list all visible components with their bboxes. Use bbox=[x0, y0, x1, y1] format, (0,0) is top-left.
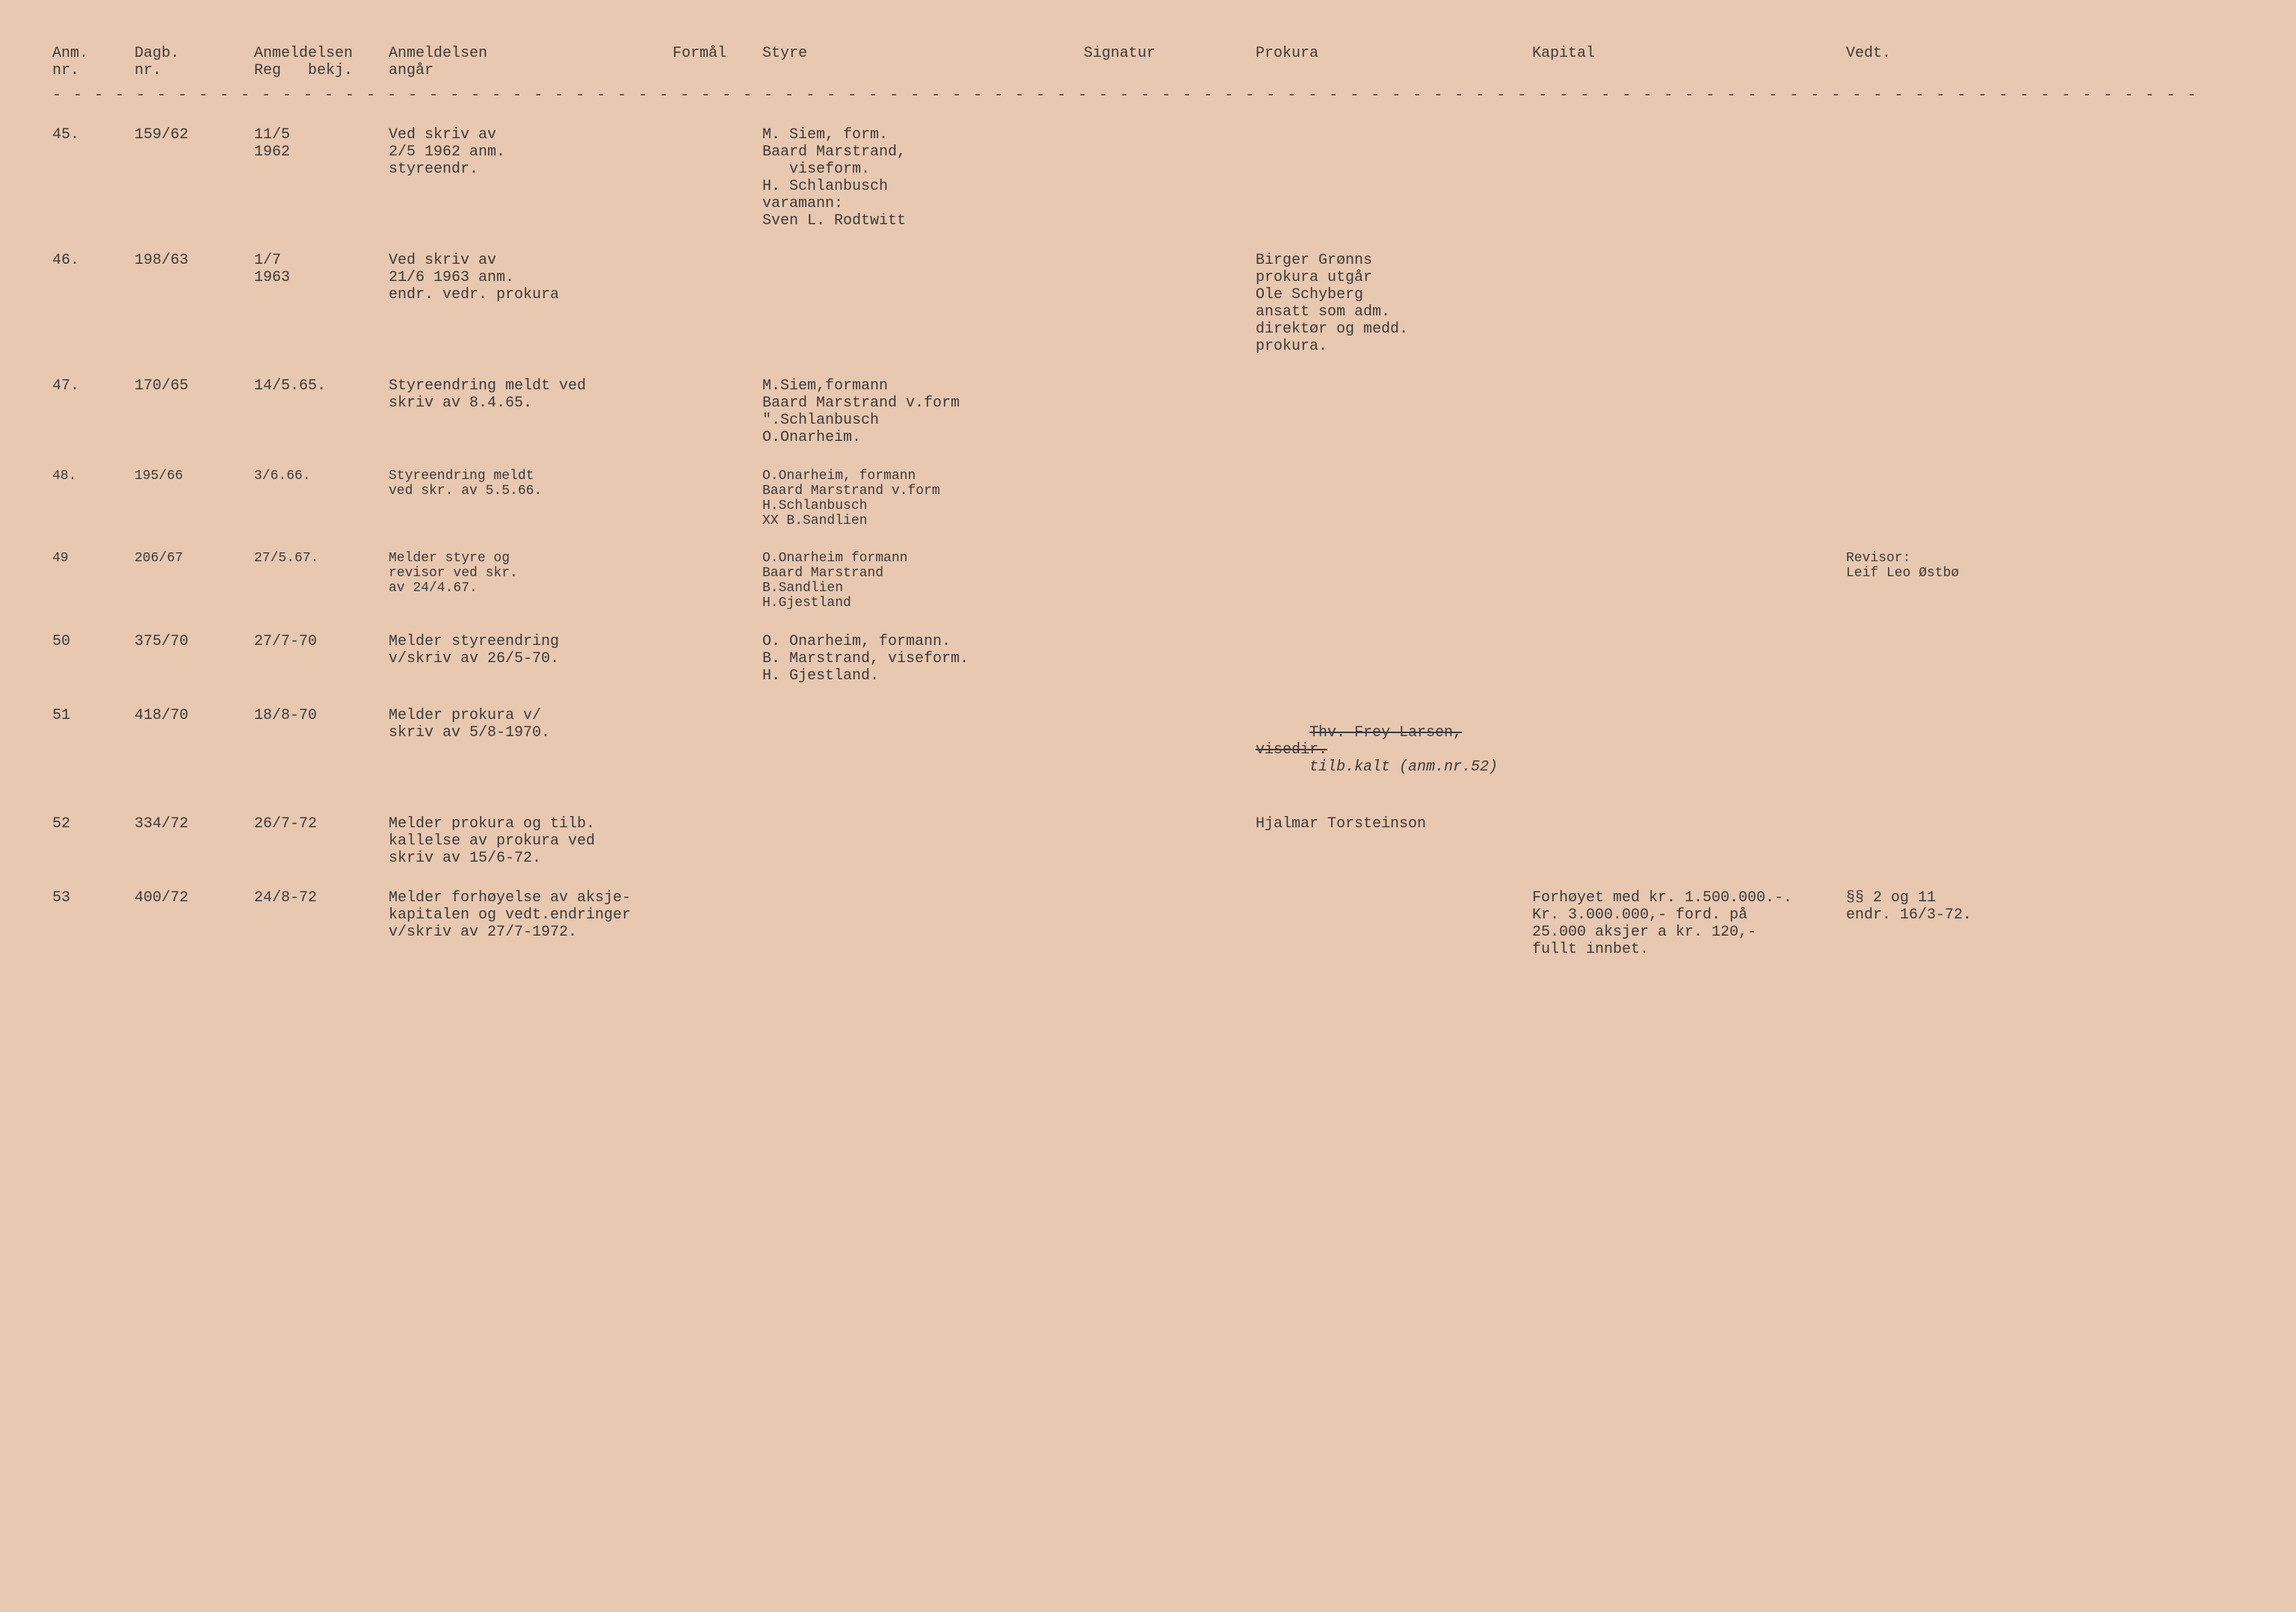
header-reg: Anmeldelsen Reg bekj. bbox=[254, 45, 389, 79]
cell-anm: 51 bbox=[52, 707, 135, 724]
cell-anm: 46. bbox=[52, 252, 135, 269]
cell-angar: Styreendring meldt ved skr. av 5.5.66. bbox=[389, 469, 673, 498]
header-angar: Anmeldelsen angår bbox=[389, 45, 673, 79]
cell-angar: Melder styreendring v/skriv av 26/5-70. bbox=[389, 633, 673, 667]
cell-anm: 49 bbox=[52, 551, 135, 566]
cell-vedt: Revisor: Leif Leo Østbø bbox=[1846, 551, 2055, 581]
cell-anm: 47. bbox=[52, 377, 135, 395]
cell-anm: 48. bbox=[52, 469, 135, 484]
cell-dagb: 195/66 bbox=[135, 469, 254, 484]
cell-reg: 3/6.66. bbox=[254, 469, 389, 484]
cell-reg: 26/7-72 bbox=[254, 815, 389, 833]
header-signatur: Signatur bbox=[1084, 45, 1256, 79]
table-row: 47. 170/65 14/5.65. Styreendring meldt v… bbox=[52, 377, 2251, 446]
cell-prokura: Birger Grønns prokura utgår Ole Schyberg… bbox=[1256, 252, 1532, 355]
cell-reg: 24/8-72 bbox=[254, 889, 389, 907]
cell-reg: 1/7 1963 bbox=[254, 252, 389, 286]
table-row: 49 206/67 27/5.67. Melder styre og revis… bbox=[52, 551, 2251, 611]
cell-styre: O.Onarheim, formann Baard Marstrand v.fo… bbox=[762, 469, 1084, 528]
table-row: 46. 198/63 1/7 1963 Ved skriv av 21/6 19… bbox=[52, 252, 2251, 355]
cell-styre: M.Siem,formann Baard Marstrand v.form ".… bbox=[762, 377, 1084, 446]
cell-angar: Ved skriv av 21/6 1963 anm. endr. vedr. … bbox=[389, 252, 673, 303]
handwritten-note: tilb.kalt (anm.nr.52) bbox=[1309, 759, 1498, 776]
cell-kapital: Forhøyet med kr. 1.500.000.-. Kr. 3.000.… bbox=[1532, 889, 1846, 958]
cell-dagb: 206/67 bbox=[135, 551, 254, 566]
cell-angar: Melder forhøyelse av aksje- kapitalen og… bbox=[389, 889, 673, 941]
header-dagb: Dagb. nr. bbox=[135, 45, 254, 79]
cell-reg: 18/8-70 bbox=[254, 707, 389, 724]
header-kapital: Kapital bbox=[1532, 45, 1846, 79]
cell-dagb: 418/70 bbox=[135, 707, 254, 724]
cell-prokura: Hjalmar Torsteinson bbox=[1256, 815, 1532, 833]
table-row: 45. 159/62 11/5 1962 Ved skriv av 2/5 19… bbox=[52, 126, 2251, 229]
cell-angar: Melder prokura v/ skriv av 5/8-1970. bbox=[389, 707, 673, 741]
cell-styre: M. Siem, form. Baard Marstrand, viseform… bbox=[762, 126, 1084, 229]
cell-anm: 53 bbox=[52, 889, 135, 907]
document-page: Anm. nr. Dagb. nr. Anmeldelsen Reg bekj.… bbox=[0, 0, 2296, 1010]
table-row: 52 334/72 26/7-72 Melder prokura og tilb… bbox=[52, 815, 2251, 867]
cell-dagb: 334/72 bbox=[135, 815, 254, 833]
table-header: Anm. nr. Dagb. nr. Anmeldelsen Reg bekj.… bbox=[52, 45, 2251, 79]
cell-reg: 14/5.65. bbox=[254, 377, 389, 395]
cell-anm: 50 bbox=[52, 633, 135, 650]
cell-prokura: Thv. Frey Larsen, visedir. tilb.kalt (an… bbox=[1256, 707, 1532, 793]
cell-angar: Melder prokura og tilb. kallelse av prok… bbox=[389, 815, 673, 867]
cell-angar: Ved skriv av 2/5 1962 anm. styreendr. bbox=[389, 126, 673, 178]
cell-styre: O. Onarheim, formann. B. Marstrand, vise… bbox=[762, 633, 1084, 685]
cell-dagb: 375/70 bbox=[135, 633, 254, 650]
cell-anm: 45. bbox=[52, 126, 135, 143]
header-vedt: Vedt. bbox=[1846, 45, 2055, 79]
cell-styre: O.Onarheim formann Baard Marstrand B.San… bbox=[762, 551, 1084, 611]
cell-reg: 27/7-70 bbox=[254, 633, 389, 650]
cell-angar: Styreendring meldt ved skriv av 8.4.65. bbox=[389, 377, 673, 412]
cell-reg: 11/5 1962 bbox=[254, 126, 389, 161]
cell-dagb: 159/62 bbox=[135, 126, 254, 143]
header-formal: Formål bbox=[673, 45, 762, 79]
cell-vedt: §§ 2 og 11 endr. 16/3-72. bbox=[1846, 889, 2055, 924]
cell-anm: 52 bbox=[52, 815, 135, 833]
cell-dagb: 400/72 bbox=[135, 889, 254, 907]
table-row: 53 400/72 24/8-72 Melder forhøyelse av a… bbox=[52, 889, 2251, 958]
header-styre: Styre bbox=[762, 45, 1084, 79]
cell-angar: Melder styre og revisor ved skr. av 24/4… bbox=[389, 551, 673, 596]
table-row: 48. 195/66 3/6.66. Styreendring meldt ve… bbox=[52, 469, 2251, 528]
header-anm: Anm. nr. bbox=[52, 45, 135, 79]
cell-reg: 27/5.67. bbox=[254, 551, 389, 566]
cell-dagb: 170/65 bbox=[135, 377, 254, 395]
table-row: 51 418/70 18/8-70 Melder prokura v/ skri… bbox=[52, 707, 2251, 793]
cell-dagb: 198/63 bbox=[135, 252, 254, 269]
strikethrough-text: Thv. Frey Larsen, visedir. bbox=[1256, 724, 1462, 759]
divider-line: - - - - - - - - - - - - - - - - - - - - … bbox=[52, 87, 2251, 104]
header-prokura: Prokura bbox=[1256, 45, 1532, 79]
table-row: 50 375/70 27/7-70 Melder styreendring v/… bbox=[52, 633, 2251, 685]
